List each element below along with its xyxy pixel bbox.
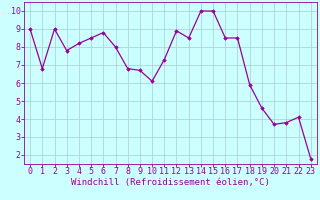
- X-axis label: Windchill (Refroidissement éolien,°C): Windchill (Refroidissement éolien,°C): [71, 178, 270, 187]
